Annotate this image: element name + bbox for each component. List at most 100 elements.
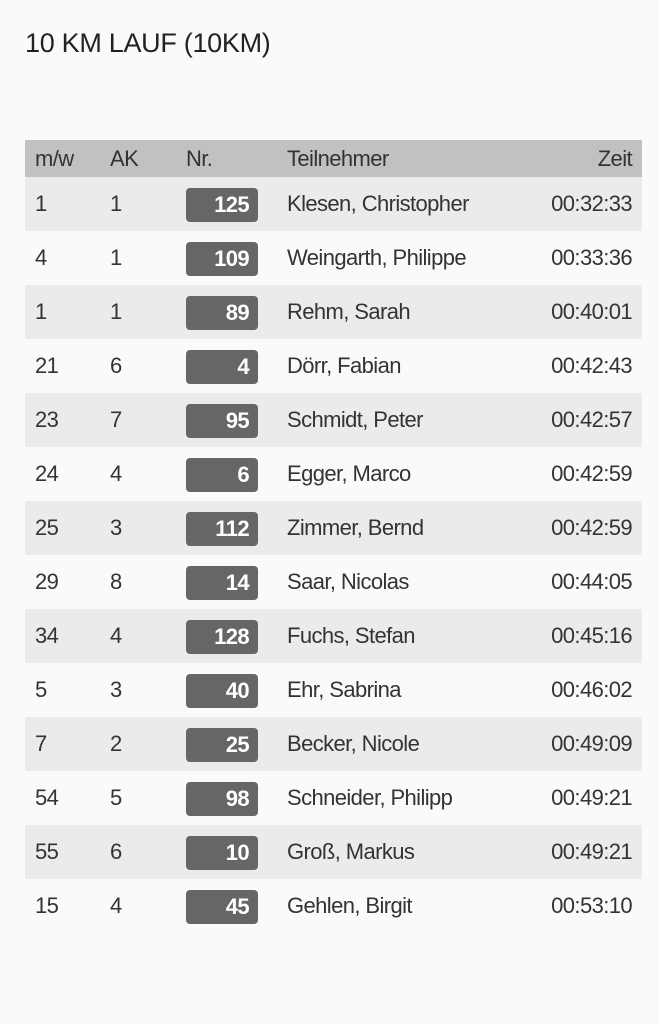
cell-nr: 128 <box>186 609 287 663</box>
cell-nr: 14 <box>186 555 287 609</box>
table-row[interactable]: 29 8 14 Saar, Nicolas 00:44:05 <box>25 555 642 609</box>
cell-zeit: 00:40:01 <box>507 285 642 339</box>
cell-name: Groß, Markus <box>287 825 507 879</box>
bib-number-badge: 6 <box>186 458 258 492</box>
cell-nr: 40 <box>186 663 287 717</box>
cell-ak: 6 <box>110 825 186 879</box>
bib-number-badge: 25 <box>186 728 258 762</box>
table-header: m/w AK Nr. Teilnehmer Zeit <box>25 140 642 177</box>
cell-mw: 25 <box>25 501 110 555</box>
bib-number-badge: 40 <box>186 674 258 708</box>
cell-mw: 15 <box>25 879 110 933</box>
cell-name: Gehlen, Birgit <box>287 879 507 933</box>
cell-zeit: 00:49:21 <box>507 825 642 879</box>
table-row[interactable]: 21 6 4 Dörr, Fabian 00:42:43 <box>25 339 642 393</box>
table-row[interactable]: 34 4 128 Fuchs, Stefan 00:45:16 <box>25 609 642 663</box>
table-row[interactable]: 7 2 25 Becker, Nicole 00:49:09 <box>25 717 642 771</box>
bib-number-badge: 125 <box>186 188 258 222</box>
bib-number-badge: 128 <box>186 620 258 654</box>
bib-number-badge: 109 <box>186 242 258 276</box>
bib-number-badge: 89 <box>186 296 258 330</box>
cell-mw: 4 <box>25 231 110 285</box>
cell-ak: 3 <box>110 501 186 555</box>
cell-mw: 29 <box>25 555 110 609</box>
cell-zeit: 00:44:05 <box>507 555 642 609</box>
cell-mw: 55 <box>25 825 110 879</box>
cell-name: Fuchs, Stefan <box>287 609 507 663</box>
table-row[interactable]: 5 3 40 Ehr, Sabrina 00:46:02 <box>25 663 642 717</box>
cell-mw: 7 <box>25 717 110 771</box>
cell-name: Becker, Nicole <box>287 717 507 771</box>
cell-mw: 34 <box>25 609 110 663</box>
cell-mw: 54 <box>25 771 110 825</box>
cell-name: Ehr, Sabrina <box>287 663 507 717</box>
cell-nr: 125 <box>186 177 287 231</box>
cell-ak: 1 <box>110 231 186 285</box>
bib-number-badge: 95 <box>186 404 258 438</box>
cell-zeit: 00:49:09 <box>507 717 642 771</box>
table-row[interactable]: 15 4 45 Gehlen, Birgit 00:53:10 <box>25 879 642 933</box>
cell-mw: 24 <box>25 447 110 501</box>
cell-zeit: 00:45:16 <box>507 609 642 663</box>
cell-name: Klesen, Christopher <box>287 177 507 231</box>
cell-name: Dörr, Fabian <box>287 339 507 393</box>
cell-name: Schneider, Philipp <box>287 771 507 825</box>
cell-ak: 1 <box>110 177 186 231</box>
cell-ak: 3 <box>110 663 186 717</box>
table-row[interactable]: 1 1 89 Rehm, Sarah 00:40:01 <box>25 285 642 339</box>
header-ak[interactable]: AK <box>110 140 186 177</box>
cell-nr: 112 <box>186 501 287 555</box>
cell-name: Saar, Nicolas <box>287 555 507 609</box>
cell-name: Rehm, Sarah <box>287 285 507 339</box>
cell-nr: 109 <box>186 231 287 285</box>
cell-mw: 1 <box>25 285 110 339</box>
bib-number-badge: 112 <box>186 512 258 546</box>
header-name[interactable]: Teilnehmer <box>287 140 507 177</box>
page-title: 10 KM LAUF (10KM) <box>25 28 271 58</box>
cell-ak: 8 <box>110 555 186 609</box>
header-mw[interactable]: m/w <box>25 140 110 177</box>
cell-zeit: 00:42:57 <box>507 393 642 447</box>
cell-zeit: 00:49:21 <box>507 771 642 825</box>
bib-number-badge: 45 <box>186 890 258 924</box>
table-row[interactable]: 54 5 98 Schneider, Philipp 00:49:21 <box>25 771 642 825</box>
cell-zeit: 00:53:10 <box>507 879 642 933</box>
header-nr[interactable]: Nr. <box>186 140 287 177</box>
cell-zeit: 00:42:43 <box>507 339 642 393</box>
cell-ak: 5 <box>110 771 186 825</box>
cell-nr: 98 <box>186 771 287 825</box>
cell-nr: 4 <box>186 339 287 393</box>
cell-mw: 21 <box>25 339 110 393</box>
table-row[interactable]: 1 1 125 Klesen, Christopher 00:32:33 <box>25 177 642 231</box>
cell-nr: 89 <box>186 285 287 339</box>
bib-number-badge: 10 <box>186 836 258 870</box>
header-zeit[interactable]: Zeit <box>507 140 642 177</box>
results-table: m/w AK Nr. Teilnehmer Zeit 1 1 125 Klesen, … <box>25 140 642 933</box>
cell-ak: 4 <box>110 447 186 501</box>
cell-zeit: 00:42:59 <box>507 447 642 501</box>
cell-ak: 6 <box>110 339 186 393</box>
cell-nr: 95 <box>186 393 287 447</box>
cell-name: Zimmer, Bernd <box>287 501 507 555</box>
cell-ak: 2 <box>110 717 186 771</box>
cell-mw: 23 <box>25 393 110 447</box>
cell-nr: 45 <box>186 879 287 933</box>
cell-ak: 4 <box>110 879 186 933</box>
bib-number-badge: 4 <box>186 350 258 384</box>
cell-zeit: 00:33:36 <box>507 231 642 285</box>
table-row[interactable]: 23 7 95 Schmidt, Peter 00:42:57 <box>25 393 642 447</box>
cell-zeit: 00:46:02 <box>507 663 642 717</box>
cell-zeit: 00:42:59 <box>507 501 642 555</box>
cell-name: Egger, Marco <box>287 447 507 501</box>
cell-mw: 1 <box>25 177 110 231</box>
table-row[interactable]: 25 3 112 Zimmer, Bernd 00:42:59 <box>25 501 642 555</box>
cell-mw: 5 <box>25 663 110 717</box>
cell-nr: 10 <box>186 825 287 879</box>
cell-name: Weingarth, Philippe <box>287 231 507 285</box>
table-row[interactable]: 24 4 6 Egger, Marco 00:42:59 <box>25 447 642 501</box>
cell-nr: 25 <box>186 717 287 771</box>
cell-ak: 7 <box>110 393 186 447</box>
table-row[interactable]: 4 1 109 Weingarth, Philippe 00:33:36 <box>25 231 642 285</box>
cell-zeit: 00:32:33 <box>507 177 642 231</box>
table-row[interactable]: 55 6 10 Groß, Markus 00:49:21 <box>25 825 642 879</box>
